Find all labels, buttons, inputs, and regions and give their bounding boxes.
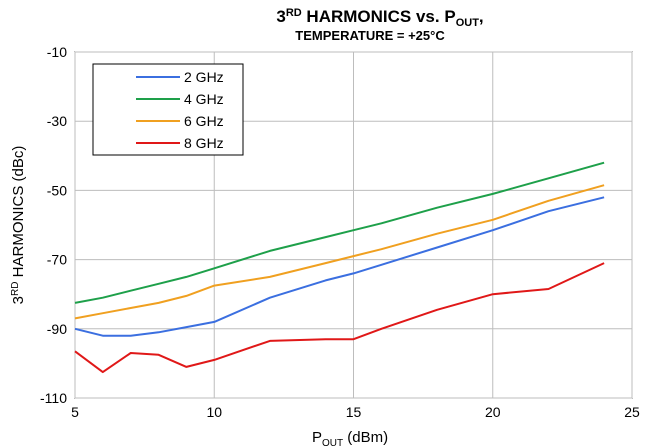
x-tick-label: 10 bbox=[206, 404, 222, 420]
y-tick-label: -90 bbox=[47, 321, 67, 337]
tick-labels: -110 -90 -70 -50 -30 -10 5 10 15 20 25 bbox=[40, 44, 640, 420]
y-axis-label: 3RD HARMONICS (dBc) bbox=[10, 146, 27, 305]
x-tick-label: 20 bbox=[485, 404, 501, 420]
gridlines bbox=[74, 51, 633, 399]
legend-box bbox=[92, 63, 244, 156]
x-axis-label: POUT (dBm) bbox=[312, 429, 388, 446]
chart-subtitle: TEMPERATURE = +25°C bbox=[295, 28, 445, 43]
legend-label: 4 GHz bbox=[184, 91, 224, 107]
x-tick-label: 15 bbox=[346, 404, 362, 420]
y-tick-label: -30 bbox=[47, 113, 67, 129]
series-lines bbox=[74, 161, 605, 374]
legend-label: 6 GHz bbox=[184, 113, 224, 129]
y-tick-label: -50 bbox=[47, 182, 67, 198]
legend: 2 GHz 4 GHz 6 GHz 8 GHz bbox=[92, 63, 244, 156]
y-tick-label: -110 bbox=[40, 390, 67, 406]
series-line-6-ghz bbox=[74, 184, 605, 320]
legend-label: 2 GHz bbox=[184, 69, 224, 85]
y-tick-label: -10 bbox=[47, 44, 67, 60]
x-tick-label: 5 bbox=[71, 404, 79, 420]
chart-title: 3RD HARMONICS vs. POUT, bbox=[276, 7, 483, 29]
y-tick-label: -70 bbox=[47, 252, 67, 268]
legend-label: 8 GHz bbox=[184, 135, 224, 151]
series-line-4-ghz bbox=[74, 161, 605, 304]
x-tick-label: 25 bbox=[624, 404, 640, 420]
series-line-8-ghz bbox=[74, 262, 605, 374]
series-line-2-ghz bbox=[74, 196, 605, 337]
